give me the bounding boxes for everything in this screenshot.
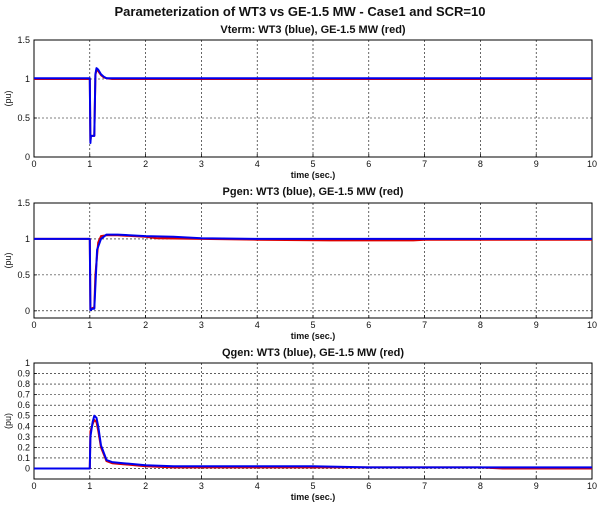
x-tick-label: 3 [199,320,204,330]
x-tick-label: 5 [310,159,315,169]
x-tick-label: 4 [255,481,260,491]
x-tick-label: 1 [87,481,92,491]
x-tick-label: 8 [478,481,483,491]
y-tick-label: 0.5 [17,411,30,421]
x-tick-label: 3 [199,159,204,169]
x-axis-label: time (sec.) [291,492,336,502]
y-tick-label: 1 [25,358,30,368]
x-tick-label: 10 [587,320,597,330]
x-tick-label: 7 [422,159,427,169]
x-tick-label: 5 [310,481,315,491]
x-tick-label: 7 [422,320,427,330]
x-tick-label: 4 [255,159,260,169]
y-tick-label: 1 [25,74,30,84]
x-tick-label: 7 [422,481,427,491]
x-tick-label: 0 [31,320,36,330]
y-axis-label: (pu) [3,413,13,429]
x-tick-label: 0 [31,481,36,491]
y-tick-label: 0.3 [17,432,30,442]
x-tick-label: 2 [143,320,148,330]
series-line-wt3 [34,233,592,312]
series-line-wt3 [34,414,592,470]
x-tick-label: 9 [534,481,539,491]
y-tick-label: 0.5 [17,270,30,280]
y-tick-label: 0 [25,463,30,473]
x-tick-label: 8 [478,159,483,169]
x-axis-label: time (sec.) [291,170,336,180]
x-tick-label: 6 [366,159,371,169]
y-tick-label: 1.5 [17,35,30,45]
y-tick-label: 0 [25,152,30,162]
y-tick-label: 0.9 [17,369,30,379]
x-tick-label: 5 [310,320,315,330]
series-line-wt3 [34,67,592,144]
chart-panel-2: Pgen: WT3 (blue), GE-1.5 MW (red) 0 1 2 3 4 5 6… [3,186,597,341]
x-tick-label: 3 [199,481,204,491]
y-axis-label: (pu) [3,252,13,268]
x-tick-label: 6 [366,320,371,330]
y-tick-label: 1 [25,234,30,244]
x-tick-label: 10 [587,159,597,169]
x-tick-label: 9 [534,159,539,169]
x-tick-label: 2 [143,481,148,491]
panel-title: Pgen: WT3 (blue), GE-1.5 MW (red) [223,186,404,198]
y-tick-label: 0.7 [17,390,30,400]
x-tick-label: 0 [31,159,36,169]
x-tick-label: 9 [534,320,539,330]
figure-title: Parameterization of WT3 vs GE-1.5 MW - C… [115,4,486,19]
chart-panel-3: Qgen: WT3 (blue), GE-1.5 MW (red) 0 1 2 3 4 5 6… [3,347,597,502]
y-tick-label: 0.6 [17,400,30,410]
y-tick-label: 0.1 [17,453,30,463]
y-tick-label: 0 [25,306,30,316]
chart-panel-1: Vterm: WT3 (blue), GE-1.5 MW (red) 0 1 2 3 4 5… [3,24,597,180]
y-tick-label: 0.2 [17,442,30,452]
panel-title: Vterm: WT3 (blue), GE-1.5 MW (red) [220,24,406,36]
x-tick-label: 1 [87,159,92,169]
x-tick-label: 10 [587,481,597,491]
x-tick-label: 1 [87,320,92,330]
panel-title: Qgen: WT3 (blue), GE-1.5 MW (red) [222,347,404,359]
x-axis-label: time (sec.) [291,331,336,341]
y-axis-label: (pu) [3,90,13,106]
y-tick-label: 1.5 [17,198,30,208]
y-tick-label: 0.4 [17,421,30,431]
x-tick-label: 4 [255,320,260,330]
x-tick-label: 2 [143,159,148,169]
x-tick-label: 8 [478,320,483,330]
y-tick-label: 0.5 [17,113,30,123]
x-tick-label: 6 [366,481,371,491]
y-tick-label: 0.8 [17,379,30,389]
